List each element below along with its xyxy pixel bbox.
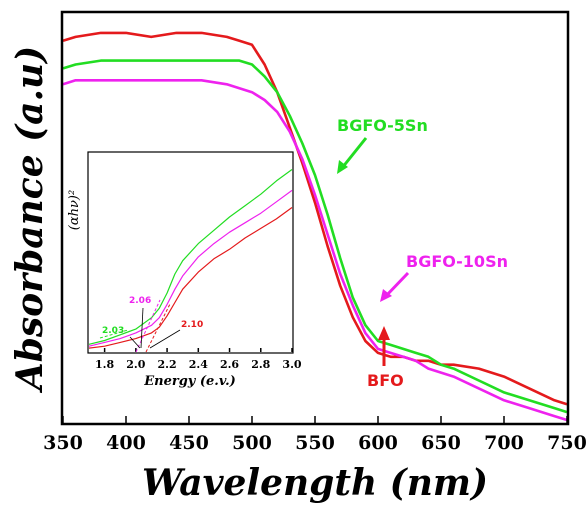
main-plot: 350 400 450 500 550 600 650 700 750 Wavelength (… [9, 10, 587, 504]
inset-y-axis-label: (αhν)² [67, 190, 82, 230]
main-series-group [62, 31, 568, 422]
inset-tick-label: 2.4 [189, 358, 208, 371]
inset-x-axis-label: Energy (e.v.) [143, 374, 236, 389]
main-plot-frame [60, 10, 570, 426]
tangent-bgfo-10sn [135, 299, 161, 353]
intercept-label-2-10: 2.10 [181, 320, 203, 330]
inset-tick-label: 1.8 [95, 358, 114, 371]
annotation-bgfo-10sn-arrow-shaft [383, 271, 410, 299]
inset-series-group [88, 169, 293, 349]
annotation-bgfo-5sn: BGFO-5Sn [337, 116, 428, 135]
main-x-ticks: 350 400 450 500 550 600 650 700 750 [43, 416, 587, 454]
intercept-pointer-2-10 [149, 329, 181, 349]
main-tick-label: 500 [232, 432, 272, 454]
inset-series-bgfo-5sn [88, 169, 293, 345]
inset-tick-label: 2.0 [126, 358, 145, 371]
main-series-bfo [62, 31, 568, 406]
main-tick-label: 450 [169, 432, 209, 454]
annotation-bgfo-5sn-arrow-head [337, 160, 348, 174]
main-tick-label: 650 [421, 432, 461, 454]
main-tick-label: 700 [484, 432, 524, 454]
main-y-axis-label: Absorbance (a.u) [9, 46, 51, 393]
main-tick-label: 400 [106, 432, 146, 454]
main-x-axis-label: Wavelength (nm) [142, 462, 488, 504]
annotation-bfo: BFO [367, 371, 404, 390]
intercept-label-2-03: 2.03 [102, 326, 124, 336]
inset-x-ticks: 1.8 2.0 2.2 2.4 2.6 2.8 3.0 [95, 348, 302, 371]
inset-tick-label: 3.0 [282, 358, 301, 371]
inset-series-bgfo-10sn [88, 189, 293, 347]
tauc-plot-inset: 1.8 2.0 2.2 2.4 2.6 2.8 3.0 Energy (e.v.) (αhν… [67, 151, 302, 389]
intercept-label-2-06: 2.06 [129, 296, 151, 306]
tangent-bfo [145, 303, 171, 353]
inset-tick-label: 2.2 [158, 358, 177, 371]
main-series-bgfo-5sn [62, 59, 568, 414]
main-tick-label: 750 [547, 432, 587, 454]
intercept-pointer-2-03 [129, 336, 141, 349]
inset-tick-label: 2.8 [251, 358, 270, 371]
inset-series-bfo [88, 207, 293, 349]
main-tick-label: 550 [295, 432, 335, 454]
intercept-pointer-2-06 [140, 307, 144, 349]
main-tick-label: 350 [43, 432, 83, 454]
inset-tick-label: 2.6 [220, 358, 239, 371]
main-series-bgfo-10sn [62, 79, 568, 422]
annotation-bgfo-5sn-arrow-shaft [340, 137, 368, 169]
annotation-bgfo-10sn: BGFO-10Sn [406, 252, 508, 271]
annotation-bgfo-10sn-arrow-head [380, 289, 392, 302]
annotation-bfo-arrow-head [378, 326, 390, 340]
main-annotations: BGFO-5Sn BGFO-10Sn BFO [337, 116, 508, 390]
main-tick-label: 600 [358, 432, 398, 454]
